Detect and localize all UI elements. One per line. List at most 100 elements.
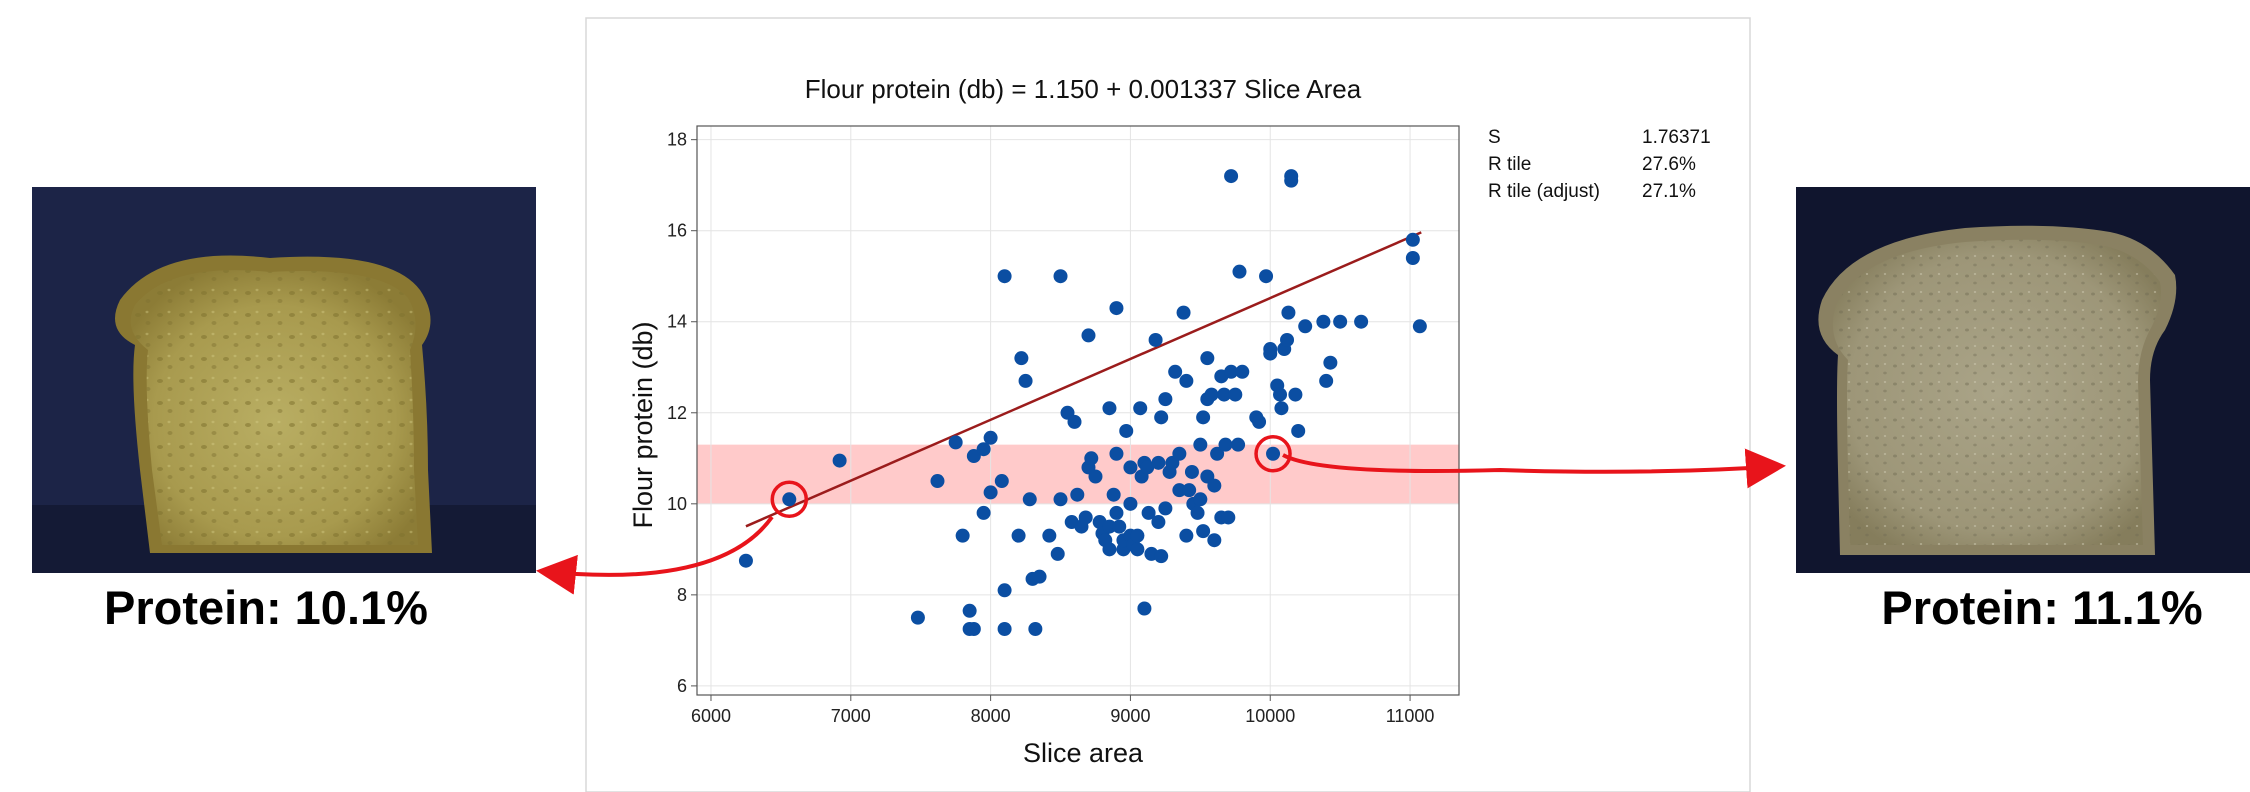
chart-title: Flour protein (db) = 1.150 + 0.001337 Sl… — [805, 74, 1362, 104]
data-point — [1141, 505, 1156, 520]
data-point — [994, 474, 1009, 489]
data-point — [1154, 410, 1169, 425]
data-point — [948, 435, 963, 450]
y-tick-label: 6 — [677, 676, 687, 696]
data-point — [1032, 569, 1047, 584]
data-point — [1412, 319, 1427, 334]
data-point — [1133, 401, 1148, 416]
data-point — [1088, 469, 1103, 484]
data-point — [1123, 496, 1138, 511]
data-point — [1200, 351, 1215, 366]
data-point — [1158, 392, 1173, 407]
data-point — [1333, 314, 1348, 329]
data-point — [1288, 387, 1303, 402]
stat-label: R tile (adjust) — [1488, 181, 1600, 202]
data-point — [1172, 446, 1187, 461]
y-tick-label: 10 — [667, 494, 687, 514]
data-point — [1050, 546, 1065, 561]
data-point — [1193, 437, 1208, 452]
data-point — [910, 610, 925, 625]
x-tick-label: 8000 — [971, 706, 1011, 726]
data-point — [1210, 446, 1225, 461]
data-point — [1184, 464, 1199, 479]
data-point — [1067, 414, 1082, 429]
data-point — [1011, 528, 1026, 543]
x-tick-label: 11000 — [1386, 706, 1435, 726]
data-point — [1140, 460, 1155, 475]
data-point — [1106, 487, 1121, 502]
data-point — [1151, 455, 1166, 470]
data-point — [1196, 410, 1211, 425]
data-point — [1231, 437, 1246, 452]
data-point — [966, 449, 981, 464]
y-tick-label: 8 — [677, 585, 687, 605]
data-point — [1193, 492, 1208, 507]
data-point — [997, 621, 1012, 636]
points-layer — [738, 169, 1427, 636]
data-point — [1130, 528, 1145, 543]
data-point — [738, 553, 753, 568]
left-bread-image — [32, 187, 536, 573]
data-point — [832, 453, 847, 468]
data-point — [1078, 510, 1093, 525]
x-tick-label: 10000 — [1245, 706, 1295, 726]
data-point — [1179, 373, 1194, 388]
data-point — [1182, 483, 1197, 498]
data-point — [1148, 332, 1163, 347]
data-point — [1081, 328, 1096, 343]
data-point — [1274, 401, 1289, 416]
y-tick-label: 12 — [667, 403, 687, 423]
data-point — [1053, 269, 1068, 284]
data-point — [1232, 264, 1247, 279]
data-point — [782, 492, 797, 507]
data-point — [1298, 319, 1313, 334]
highlight-circle — [770, 480, 809, 519]
regression-line — [745, 231, 1422, 528]
data-point — [1280, 332, 1295, 347]
data-point — [1109, 446, 1124, 461]
data-point — [1053, 492, 1068, 507]
data-point — [1263, 342, 1278, 357]
highlight-circle — [1254, 434, 1292, 473]
data-point — [1168, 364, 1183, 379]
data-point — [997, 269, 1012, 284]
data-point — [1014, 351, 1029, 366]
left-bread-texture — [130, 270, 418, 545]
data-point — [1354, 314, 1369, 329]
data-point — [966, 621, 981, 636]
data-point — [1158, 501, 1173, 516]
y-tick-label: 18 — [667, 130, 687, 150]
fit-line-layer — [745, 231, 1422, 528]
data-point — [1109, 505, 1124, 520]
data-point — [1190, 505, 1205, 520]
data-point — [1151, 515, 1166, 530]
data-point — [1266, 446, 1281, 461]
data-point — [1323, 355, 1338, 370]
data-point — [1130, 542, 1145, 557]
data-point — [1224, 364, 1239, 379]
x-tick-labels: 6000 7000 8000 9000 10000 11000 — [691, 695, 1434, 726]
data-point — [1207, 533, 1222, 548]
data-point — [1259, 269, 1274, 284]
data-point — [1102, 519, 1117, 534]
data-point — [1204, 387, 1219, 402]
stats-table: S 1.76371 R tile 27.6% R tile (adjust) 27.1% — [1488, 127, 1711, 202]
y-tick-label: 16 — [667, 221, 687, 241]
data-point — [955, 528, 970, 543]
left-arrow — [536, 515, 774, 595]
data-point — [1284, 169, 1299, 184]
right-caption: Protein: 11.1% — [1881, 581, 2202, 634]
data-point — [1235, 364, 1250, 379]
data-point — [1022, 492, 1037, 507]
data-point — [1172, 483, 1187, 498]
data-point — [1319, 373, 1334, 388]
x-axis-label: Slice area — [1023, 738, 1144, 768]
data-point — [1112, 519, 1127, 534]
data-point — [983, 430, 998, 445]
right-bread-texture — [1832, 239, 2161, 545]
stat-value: 27.1% — [1642, 181, 1696, 202]
data-point — [983, 485, 998, 500]
data-point — [1252, 414, 1267, 429]
data-point — [1316, 314, 1331, 329]
